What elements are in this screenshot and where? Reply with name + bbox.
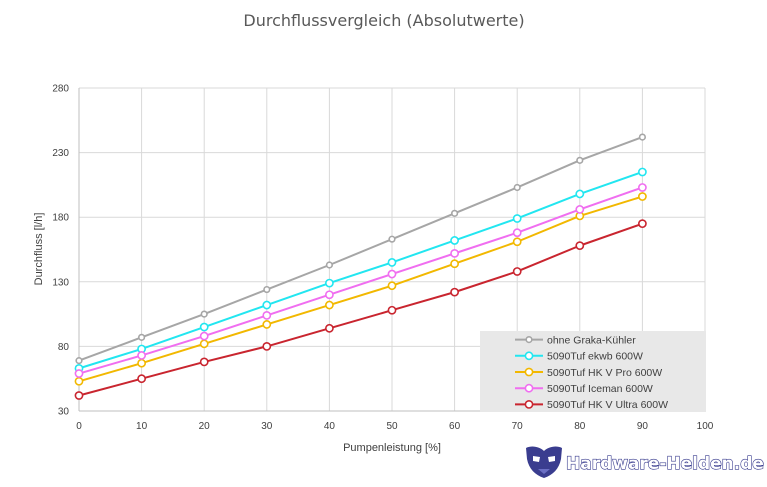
x-tick-label: 100 xyxy=(697,421,714,432)
x-axis-label: Pumpenleistung [%] xyxy=(343,442,441,454)
data-point xyxy=(262,341,272,351)
data-point xyxy=(138,333,146,341)
legend-label: ohne Graka-Kühler xyxy=(547,334,636,346)
x-tick-label: 10 xyxy=(136,421,148,432)
series-line xyxy=(78,195,643,383)
series-line xyxy=(78,136,643,362)
x-tick-label: 80 xyxy=(574,421,586,432)
legend-marker xyxy=(525,336,533,344)
series-line xyxy=(78,222,643,397)
data-point xyxy=(74,369,84,378)
x-tick-labels: 0 10 20 30 40 50 60 70 80 90 100 xyxy=(76,421,714,432)
data-point xyxy=(199,331,209,341)
data-point xyxy=(387,281,397,291)
watermark-logo: Hardware-Helden.de xyxy=(526,446,765,478)
data-point xyxy=(512,214,522,223)
y-tick-label: 230 xyxy=(52,148,69,159)
data-point xyxy=(638,183,647,192)
series-group xyxy=(74,133,647,400)
data-point xyxy=(450,236,459,245)
series-0 xyxy=(75,133,647,365)
data-point xyxy=(263,285,271,294)
legend-item: ohne Graka-Kühler xyxy=(515,334,636,346)
x-tick-label: 60 xyxy=(449,421,461,432)
data-point xyxy=(575,205,585,214)
legend-label: 5090Tuf ekwb 600W xyxy=(547,351,643,363)
legend-marker xyxy=(524,351,534,361)
data-point xyxy=(450,248,459,258)
x-tick-label: 30 xyxy=(261,421,273,432)
data-point xyxy=(388,235,396,243)
legend-item: 5090Tuf ekwb 600W xyxy=(515,351,643,363)
data-point xyxy=(387,305,397,315)
mask-icon xyxy=(526,446,562,478)
y-tick-label: 30 xyxy=(58,407,70,418)
y-tick-label: 280 xyxy=(52,84,69,95)
data-point xyxy=(576,156,584,164)
y-tick-label: 80 xyxy=(58,342,70,353)
data-point xyxy=(137,351,146,360)
legend-label: 5090Tuf Iceman 600W xyxy=(547,383,653,395)
data-point xyxy=(262,310,272,320)
data-point xyxy=(324,300,334,310)
data-point xyxy=(387,269,397,279)
data-point xyxy=(451,209,459,217)
legend-marker xyxy=(524,383,534,393)
y-tick-label: 180 xyxy=(52,213,69,224)
data-point xyxy=(512,237,522,247)
data-point xyxy=(450,287,459,297)
data-point xyxy=(324,323,334,333)
x-tick-label: 20 xyxy=(199,421,211,432)
data-point xyxy=(200,310,208,318)
data-point xyxy=(512,267,522,276)
x-tick-label: 50 xyxy=(386,421,398,432)
data-point xyxy=(324,290,334,300)
data-point xyxy=(450,259,459,269)
data-point xyxy=(74,391,84,400)
data-point xyxy=(137,358,146,368)
series-line xyxy=(78,186,643,375)
chart-title: Durchflussvergleich (Absolutwerte) xyxy=(243,11,524,30)
data-point xyxy=(387,258,397,267)
data-point xyxy=(638,167,647,177)
y-tick-label: 130 xyxy=(52,277,69,288)
data-point xyxy=(199,357,209,367)
x-tick-label: 40 xyxy=(324,421,336,432)
data-point xyxy=(75,357,83,365)
legend: ohne Graka-Kühler 5090Tuf ekwb 600W 5090Tu… xyxy=(480,331,706,412)
legend-label: 5090Tuf HK V Pro 600W xyxy=(547,367,662,379)
legend-marker xyxy=(524,367,534,377)
series-3 xyxy=(74,183,647,378)
x-tick-label: 0 xyxy=(76,421,82,432)
data-point xyxy=(638,192,647,201)
legend-item: 5090Tuf Iceman 600W xyxy=(515,383,653,395)
data-point xyxy=(324,278,334,288)
data-point xyxy=(262,320,272,329)
data-point xyxy=(638,219,647,229)
legend-item: 5090Tuf HK V Ultra 600W xyxy=(515,399,668,411)
data-point xyxy=(199,322,209,332)
data-point xyxy=(262,300,272,310)
data-point xyxy=(575,241,585,251)
data-point xyxy=(325,261,334,269)
data-point xyxy=(199,339,209,349)
legend-item: 5090Tuf HK V Pro 600W xyxy=(515,367,662,379)
data-point xyxy=(74,376,84,386)
legend-label: 5090Tuf HK V Ultra 600W xyxy=(547,399,668,411)
watermark-text: Hardware-Helden.de xyxy=(566,454,764,474)
y-tick-labels: 30 80 130 180 230 280 xyxy=(52,84,69,418)
data-point xyxy=(137,374,146,384)
data-point xyxy=(575,189,585,199)
data-point xyxy=(513,183,521,192)
x-tick-label: 70 xyxy=(512,421,524,432)
x-tick-label: 90 xyxy=(637,421,649,432)
series-4 xyxy=(74,219,647,400)
data-point xyxy=(512,228,522,238)
y-axis-label: Durchfluss [l/h] xyxy=(33,213,45,286)
series-line xyxy=(78,171,643,370)
data-point xyxy=(638,133,647,141)
legend-marker xyxy=(524,399,534,409)
series-1 xyxy=(74,167,647,373)
